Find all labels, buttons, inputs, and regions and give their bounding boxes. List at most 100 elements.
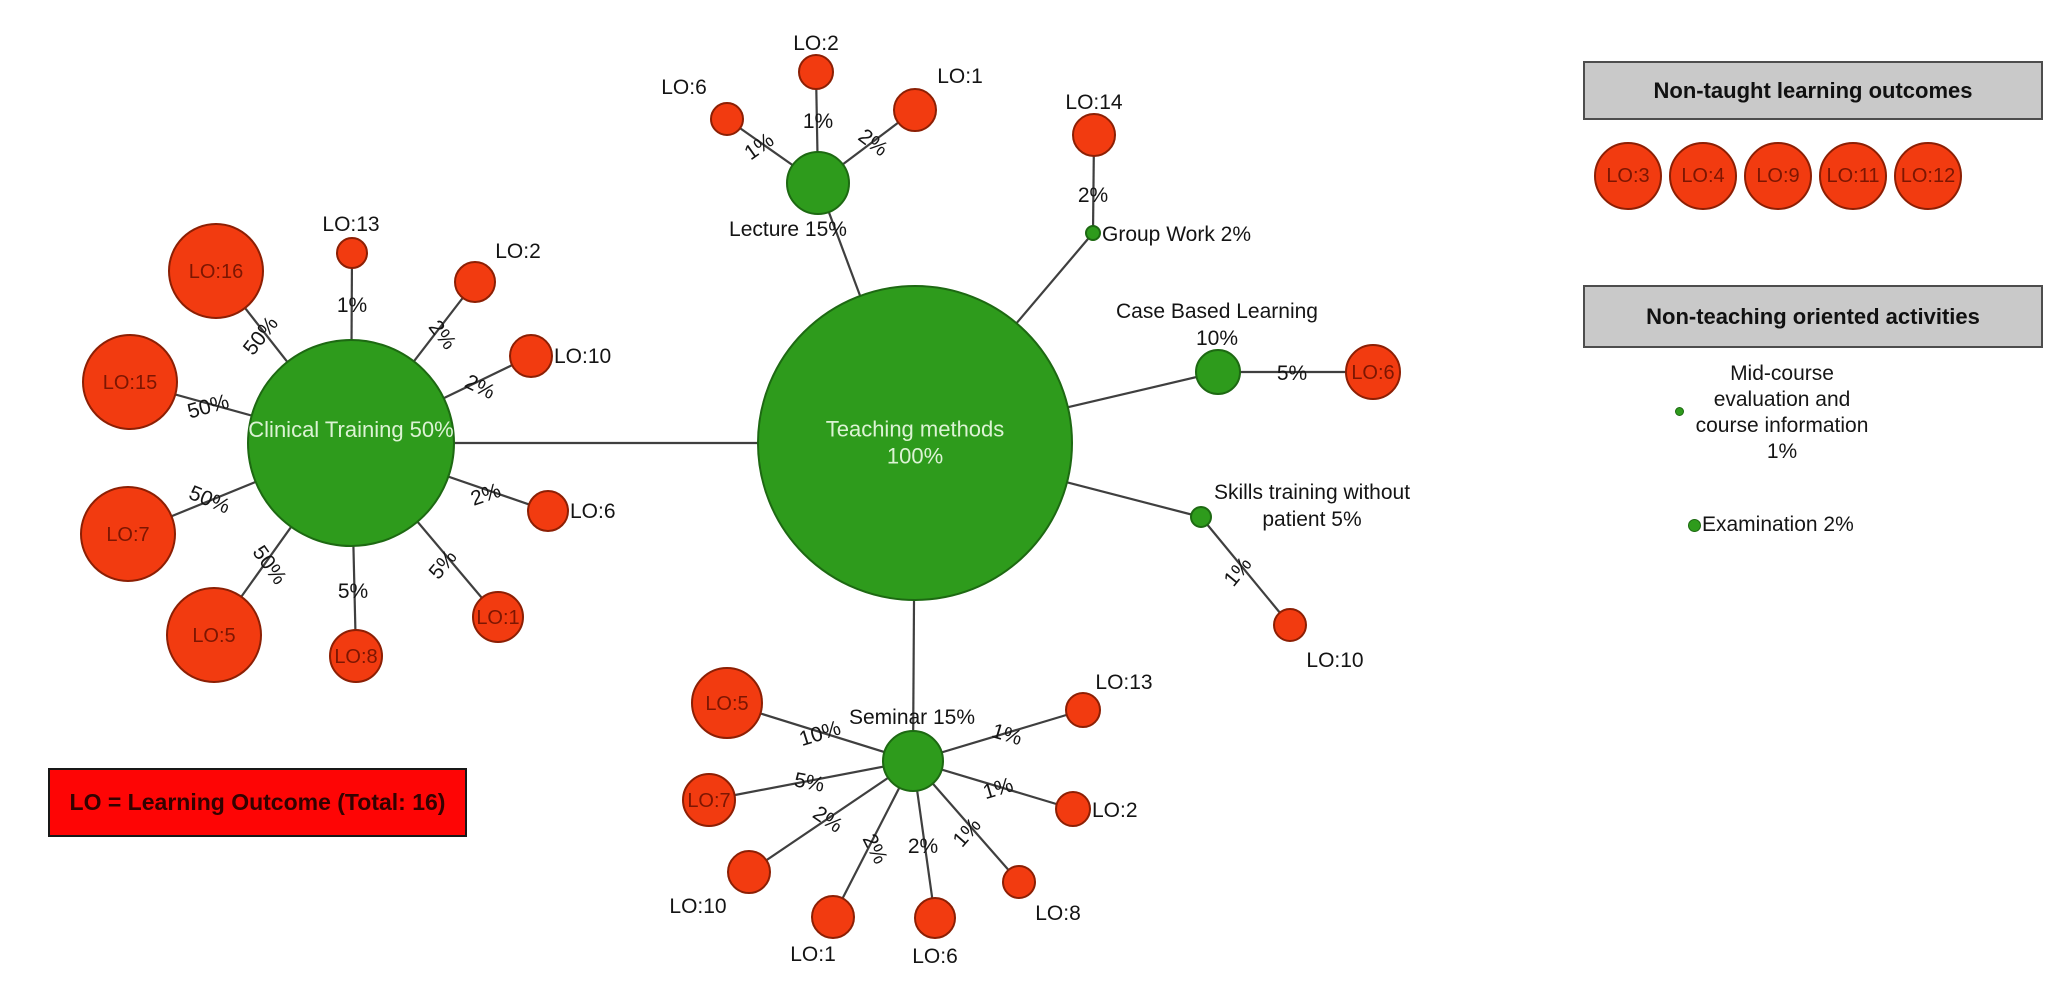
node-c-lo15 bbox=[82, 334, 178, 430]
label-lecture: Lecture 15% bbox=[729, 218, 847, 241]
legend-outcome-lo-11: LO:11 bbox=[1819, 142, 1887, 210]
pct-groupwork-g-lo14: 2% bbox=[1078, 184, 1108, 207]
pct-clinical-c-lo2: 2% bbox=[424, 316, 461, 354]
node-teaching bbox=[757, 285, 1073, 601]
node-skills bbox=[1190, 506, 1212, 528]
non-taught-panel: Non-taught learning outcomes bbox=[1583, 61, 2043, 120]
label-l-lo6: LO:6 bbox=[661, 76, 707, 99]
edge-skills-s-lo10 bbox=[1200, 516, 1291, 626]
node-c-lo6 bbox=[527, 490, 569, 532]
node-c-lo10 bbox=[509, 334, 553, 378]
node-c-lo7 bbox=[80, 486, 176, 582]
label-se-lo1: LO:1 bbox=[790, 943, 836, 966]
mid-course-label: Mid-course evaluation and course informa… bbox=[1695, 362, 1869, 463]
label-se-lo8: LO:8 bbox=[1035, 902, 1081, 925]
legend-outcome-lo-4: LO:4 bbox=[1669, 142, 1737, 210]
node-c-lo5 bbox=[166, 587, 262, 683]
examination-dot bbox=[1688, 519, 1701, 532]
label-skills: Skills training without patient 5% bbox=[1214, 481, 1410, 531]
label-c-lo2: LO:2 bbox=[495, 240, 541, 263]
node-cbl bbox=[1195, 349, 1241, 395]
node-se-lo6 bbox=[914, 897, 956, 939]
node-l-lo2 bbox=[798, 54, 834, 90]
label-clinical: Clinical Training 50% bbox=[248, 417, 453, 442]
pct-clinical-c-lo5: 50% bbox=[248, 541, 291, 589]
label-se-lo2: LO:2 bbox=[1092, 799, 1138, 822]
label-se-lo13: LO:13 bbox=[1095, 671, 1152, 694]
pct-clinical-c-lo1: 5% bbox=[424, 546, 461, 584]
node-c-lo2 bbox=[454, 261, 496, 303]
legend-outcome-lo-9: LO:9 bbox=[1744, 142, 1812, 210]
mid-course-dot bbox=[1675, 407, 1684, 416]
pct-seminar-se-lo10: 2% bbox=[809, 802, 847, 838]
node-cb-lo6 bbox=[1345, 344, 1401, 400]
node-groupwork bbox=[1085, 225, 1101, 241]
node-c-lo1 bbox=[472, 591, 524, 643]
label-c-lo5: LO:5 bbox=[192, 625, 235, 647]
label-c-lo1: LO:1 bbox=[476, 607, 519, 629]
pct-seminar-se-lo5: 10% bbox=[797, 717, 844, 751]
node-se-lo7 bbox=[682, 773, 736, 827]
label-cbl: Case Based Learning 10% bbox=[1116, 300, 1318, 350]
edge-seminar-se-lo10 bbox=[748, 760, 914, 873]
non-teaching-panel-title: Non-teaching oriented activities bbox=[1646, 303, 1980, 329]
lo-note-box: LO = Learning Outcome (Total: 16) bbox=[48, 768, 467, 837]
pct-lecture-l-lo1: 2% bbox=[854, 124, 892, 161]
label-c-lo7: LO:7 bbox=[106, 524, 149, 546]
pct-seminar-se-lo13: 1% bbox=[989, 719, 1025, 750]
node-c-lo8 bbox=[329, 629, 383, 683]
node-se-lo10 bbox=[727, 850, 771, 894]
pct-clinical-c-lo8: 5% bbox=[338, 580, 368, 603]
node-se-lo2 bbox=[1055, 791, 1091, 827]
pct-seminar-se-lo8: 1% bbox=[948, 814, 985, 852]
pct-seminar-se-lo2: 1% bbox=[980, 773, 1016, 804]
label-se-lo7: LO:7 bbox=[687, 790, 730, 812]
pct-seminar-se-lo6: 2% bbox=[908, 835, 938, 858]
node-clinical bbox=[247, 339, 455, 547]
node-se-lo1 bbox=[811, 895, 855, 939]
pct-clinical-c-lo13: 1% bbox=[337, 294, 367, 317]
node-c-lo13 bbox=[336, 237, 368, 269]
pct-cbl-cb-lo6: 5% bbox=[1277, 362, 1307, 385]
label-c-lo13: LO:13 bbox=[322, 213, 379, 236]
label-se-lo5: LO:5 bbox=[705, 693, 748, 715]
legend-outcome-lo-3: LO:3 bbox=[1594, 142, 1662, 210]
pct-clinical-c-lo6: 2% bbox=[468, 479, 504, 511]
label-l-lo2: LO:2 bbox=[793, 32, 839, 55]
pct-seminar-se-lo1: 2% bbox=[858, 830, 892, 868]
node-se-lo5 bbox=[691, 667, 763, 739]
edge-seminar-se-lo7 bbox=[708, 759, 914, 802]
label-se-lo6: LO:6 bbox=[912, 945, 958, 968]
label-c-lo10: LO:10 bbox=[554, 345, 611, 368]
label-l-lo1: LO:1 bbox=[937, 65, 983, 88]
pct-clinical-c-lo7: 50% bbox=[186, 481, 234, 518]
label-c-lo16: LO:16 bbox=[189, 261, 243, 283]
pct-clinical-c-lo16: 50% bbox=[239, 312, 283, 359]
label-teaching: Teaching methods 100% bbox=[826, 417, 1005, 469]
node-se-lo13 bbox=[1065, 692, 1101, 728]
examination-label: Examination 2% bbox=[1702, 513, 1854, 536]
label-s-lo10: LO:10 bbox=[1306, 649, 1363, 672]
legend-outcome-lo-12: LO:12 bbox=[1894, 142, 1962, 210]
label-se-lo10: LO:10 bbox=[669, 895, 726, 918]
node-seminar bbox=[882, 730, 944, 792]
non-teaching-panel: Non-teaching oriented activities bbox=[1583, 285, 2043, 348]
node-g-lo14 bbox=[1072, 113, 1116, 157]
label-groupwork: Group Work 2% bbox=[1102, 223, 1251, 246]
pct-lecture-l-lo6: 1% bbox=[740, 129, 778, 165]
lo-note-text: LO = Learning Outcome (Total: 16) bbox=[69, 789, 446, 815]
non-taught-outcomes-row: LO:3 LO:4 LO:9 LO:11 LO:12 bbox=[1594, 142, 1962, 210]
label-cb-lo6: LO:6 bbox=[1351, 362, 1394, 384]
node-l-lo6 bbox=[710, 102, 744, 136]
label-c-lo15: LO:15 bbox=[103, 372, 157, 394]
label-g-lo14: LO:14 bbox=[1065, 91, 1123, 114]
pct-seminar-se-lo7: 5% bbox=[792, 768, 826, 796]
non-taught-panel-title: Non-taught learning outcomes bbox=[1653, 77, 1973, 103]
label-c-lo6: LO:6 bbox=[570, 500, 616, 523]
node-c-lo16 bbox=[168, 223, 264, 319]
label-seminar: Seminar 15% bbox=[849, 706, 975, 729]
node-lecture bbox=[786, 151, 850, 215]
pct-clinical-c-lo15: 50% bbox=[185, 390, 232, 423]
